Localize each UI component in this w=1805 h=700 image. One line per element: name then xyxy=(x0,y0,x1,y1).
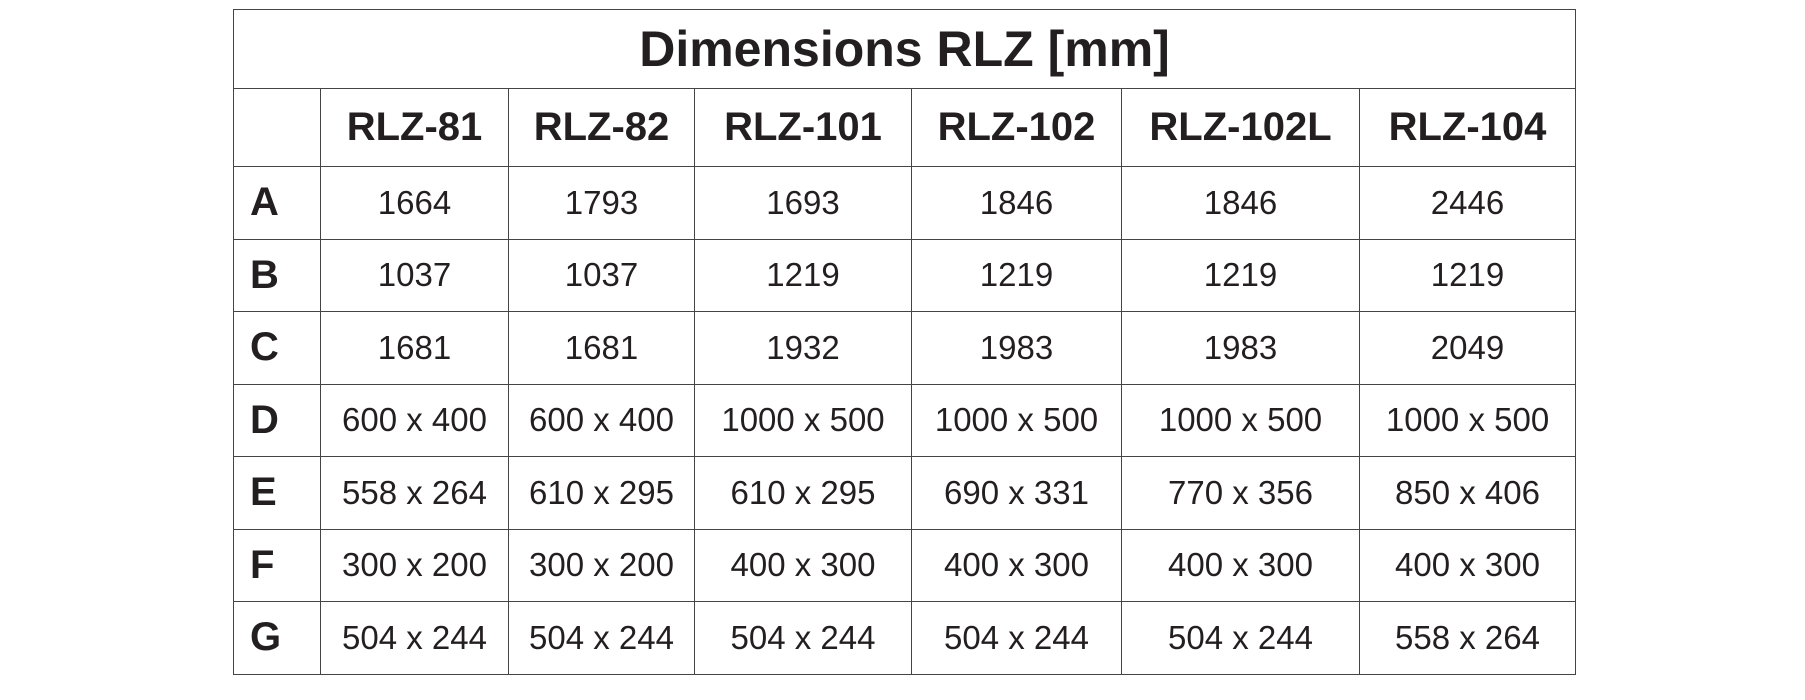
table-cell: 610 x 295 xyxy=(508,456,695,530)
column-header: RLZ-102 xyxy=(911,88,1122,167)
dimensions-table: Dimensions RLZ [mm] RLZ-81 RLZ-82 RLZ-101 R… xyxy=(232,9,1577,675)
table-cell: 1219 xyxy=(1358,238,1577,312)
table-cell: 558 x 264 xyxy=(1358,601,1577,675)
table-cell: 558 x 264 xyxy=(320,456,509,530)
table-cell: 400 x 300 xyxy=(911,528,1122,602)
row-label: C xyxy=(233,311,321,385)
table-cell: 1793 xyxy=(508,166,695,240)
table-row: D 600 x 400 600 x 400 1000 x 500 1000 x 500 1… xyxy=(233,383,1577,457)
table-cell: 1693 xyxy=(694,166,912,240)
column-header: RLZ-101 xyxy=(694,88,912,167)
column-header: RLZ-81 xyxy=(320,88,509,167)
table-cell: 504 x 244 xyxy=(508,601,695,675)
column-header: RLZ-82 xyxy=(508,88,695,167)
table-cell: 300 x 200 xyxy=(320,528,509,602)
table-title: Dimensions RLZ [mm] xyxy=(232,9,1577,89)
table-row: C 1681 1681 1932 1983 1983 2049 xyxy=(233,311,1577,385)
table-cell: 1219 xyxy=(1121,238,1360,312)
table-cell: 600 x 400 xyxy=(320,383,509,457)
table-row: E 558 x 264 610 x 295 610 x 295 690 x 331 770… xyxy=(233,456,1577,530)
table-cell: 1681 xyxy=(320,311,509,385)
table-cell: 1681 xyxy=(508,311,695,385)
table-cell: 1664 xyxy=(320,166,509,240)
table-cell: 1037 xyxy=(320,238,509,312)
table-cell: 770 x 356 xyxy=(1121,456,1360,530)
row-label: E xyxy=(233,456,321,530)
row-label: F xyxy=(233,528,321,602)
row-label: D xyxy=(233,383,321,457)
corner-cell xyxy=(233,88,321,167)
table-cell: 300 x 200 xyxy=(508,528,695,602)
table-cell: 1000 x 500 xyxy=(1121,383,1360,457)
table-cell: 1000 x 500 xyxy=(911,383,1122,457)
table-cell: 1932 xyxy=(694,311,912,385)
table-row: F 300 x 200 300 x 200 400 x 300 400 x 300 400… xyxy=(233,528,1577,602)
column-header: RLZ-104 xyxy=(1358,88,1577,167)
table-cell: 1983 xyxy=(911,311,1122,385)
table-cell: 400 x 300 xyxy=(1358,528,1577,602)
table-cell: 400 x 300 xyxy=(694,528,912,602)
table-row: B 1037 1037 1219 1219 1219 1219 xyxy=(233,238,1577,312)
table-cell: 690 x 331 xyxy=(911,456,1122,530)
column-header: RLZ-102L xyxy=(1121,88,1360,167)
table-cell: 400 x 300 xyxy=(1121,528,1360,602)
table-cell: 1219 xyxy=(694,238,912,312)
table-cell: 600 x 400 xyxy=(508,383,695,457)
table-cell: 1983 xyxy=(1121,311,1360,385)
table-cell: 1846 xyxy=(1121,166,1360,240)
table-cell: 504 x 244 xyxy=(694,601,912,675)
table-cell: 504 x 244 xyxy=(911,601,1122,675)
table-cell: 504 x 244 xyxy=(320,601,509,675)
table-cell: 2446 xyxy=(1358,166,1577,240)
table-cell: 504 x 244 xyxy=(1121,601,1360,675)
table-cell: 850 x 406 xyxy=(1358,456,1577,530)
table-cell: 2049 xyxy=(1358,311,1577,385)
table-cell: 1000 x 500 xyxy=(1358,383,1577,457)
row-label: A xyxy=(233,166,321,240)
table-cell: 1219 xyxy=(911,238,1122,312)
table-cell: 1846 xyxy=(911,166,1122,240)
table-row: A 1664 1793 1693 1846 1846 2446 xyxy=(233,166,1577,240)
table-cell: 1037 xyxy=(508,238,695,312)
row-label: B xyxy=(233,238,321,312)
table-cell: 1000 x 500 xyxy=(694,383,912,457)
table-cell: 610 x 295 xyxy=(694,456,912,530)
row-label: G xyxy=(233,601,321,675)
table-row: G 504 x 244 504 x 244 504 x 244 504 x 244 504… xyxy=(233,601,1577,675)
